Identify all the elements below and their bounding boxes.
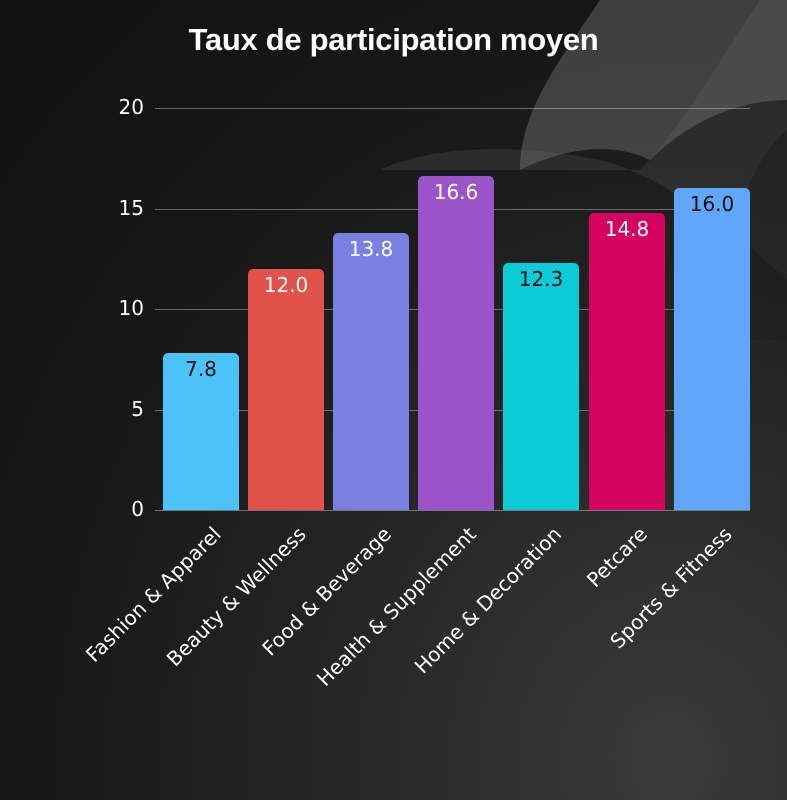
x-tick-label: Petcare	[581, 522, 652, 592]
gridline	[155, 108, 750, 109]
x-tick-label: Health & Supplement	[312, 522, 482, 691]
y-tick-label: 0	[131, 497, 144, 521]
bar-value-label: 16.0	[689, 192, 735, 216]
x-tick-label: Home & Decoration	[410, 522, 567, 679]
x-axis-line	[155, 510, 750, 511]
bar-value-label: 12.3	[518, 267, 564, 291]
chart-title: Taux de participation moyen	[188, 22, 599, 57]
bar: 14.8	[589, 213, 665, 510]
bar-value-label: 13.8	[348, 237, 394, 261]
bar-value-label: 14.8	[604, 217, 650, 241]
bar-value-label: 12.0	[263, 273, 309, 297]
bar: 13.8	[333, 233, 409, 510]
bar: 16.0	[674, 188, 750, 510]
x-tick-label: Beauty & Wellness	[161, 522, 311, 672]
y-tick-label: 10	[118, 296, 144, 320]
y-tick-label: 5	[131, 397, 144, 421]
bar: 12.3	[503, 263, 579, 510]
y-tick-label: 20	[118, 95, 144, 119]
bar: 12.0	[248, 269, 324, 510]
bar: 16.6	[418, 176, 494, 510]
bar-value-label: 7.8	[185, 357, 217, 381]
bar: 7.8	[163, 353, 239, 510]
bar-value-label: 16.6	[433, 180, 479, 204]
y-tick-label: 15	[118, 196, 144, 220]
